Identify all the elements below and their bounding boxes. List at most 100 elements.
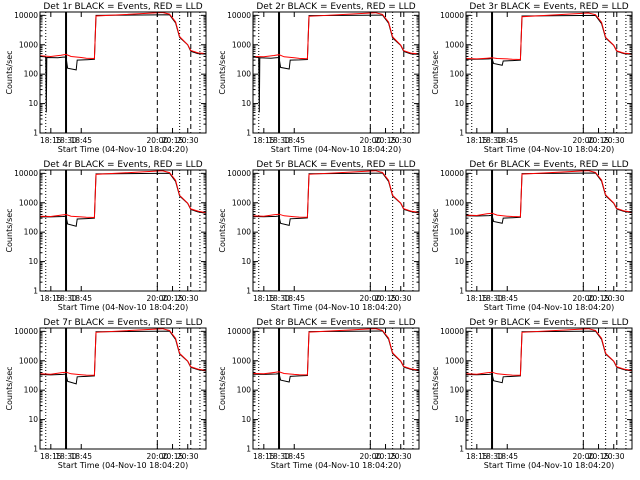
y-tick-label: 1000 [445, 356, 464, 365]
y-tick-label: 1 [459, 129, 464, 138]
y-tick-label: 100 [24, 70, 39, 79]
y-tick-label: 10000 [14, 169, 38, 178]
x-tick-label: 20:15 [588, 452, 610, 461]
plot-frame [39, 11, 207, 134]
x-tick-label: 20:30 [603, 452, 625, 461]
y-tick-label: 1 [246, 287, 251, 296]
x-tick-label: 18:45 [496, 452, 518, 461]
y-axis-label: Counts/sec [431, 366, 440, 410]
lld-series-line [253, 12, 419, 60]
panel-4: Det 4r BLACK = Events, RED = LLD 1 10 100 10… [5, 160, 207, 312]
panel-3: Det 3r BLACK = Events, RED = LLD 1 10 100 10… [431, 2, 633, 154]
panel-2: Det 2r BLACK = Events, RED = LLD 1 10 100 10… [218, 2, 420, 154]
x-tick-label: 18:45 [283, 136, 305, 145]
x-tick-label: 18:30 [55, 452, 77, 461]
panel-title: Det 5r BLACK = Events, RED = LLD [256, 160, 415, 170]
panel-8: Det 8r BLACK = Events, RED = LLD 1 10 100 10… [218, 318, 420, 470]
x-axis-label: Start Time (04-Nov-10 18:04:20) [58, 303, 188, 312]
y-tick-label: 10 [454, 415, 464, 424]
panel-title: Det 6r BLACK = Events, RED = LLD [469, 160, 628, 170]
x-axis-label: Start Time (04-Nov-10 18:04:20) [484, 461, 614, 470]
x-tick-label: 18:45 [496, 136, 518, 145]
x-tick-label: 18:30 [268, 294, 290, 303]
y-tick-label: 100 [24, 386, 39, 395]
x-tick-label: 20:00 [573, 136, 595, 145]
y-axis-label: Counts/sec [5, 50, 14, 94]
y-tick-label: 10 [28, 415, 38, 424]
y-tick-label: 10000 [227, 169, 251, 178]
panel-7: Det 7r BLACK = Events, RED = LLD 1 10 100 10… [5, 318, 207, 470]
x-tick-label: 20:30 [177, 452, 199, 461]
plot-frame [252, 327, 420, 450]
y-axis-label: Counts/sec [218, 208, 227, 252]
x-tick-label: 18:30 [55, 294, 77, 303]
x-tick-label: 20:30 [603, 136, 625, 145]
x-axis-label: Start Time (04-Nov-10 18:04:20) [484, 303, 614, 312]
x-tick-label: 20:15 [588, 136, 610, 145]
lld-series-line [466, 12, 632, 61]
x-tick-label: 18:45 [70, 452, 92, 461]
x-axis-label: Start Time (04-Nov-10 18:04:20) [484, 145, 614, 154]
y-tick-label: 100 [450, 228, 465, 237]
x-tick-label: 18:15 [40, 136, 62, 145]
panel-9: Det 9r BLACK = Events, RED = LLD 1 10 100 10… [431, 318, 633, 470]
panel-1: Det 1r BLACK = Events, RED = LLD 1 10 100 10… [5, 2, 207, 154]
panel-title: Det 9r BLACK = Events, RED = LLD [469, 318, 628, 328]
x-tick-label: 18:15 [40, 452, 62, 461]
plot-frame [39, 327, 207, 450]
x-tick-label: 20:00 [360, 294, 382, 303]
y-tick-label: 100 [450, 70, 465, 79]
x-axis-label: Start Time (04-Nov-10 18:04:20) [271, 303, 401, 312]
x-tick-label: 18:30 [268, 452, 290, 461]
panel-title: Det 4r BLACK = Events, RED = LLD [43, 160, 202, 170]
x-tick-label: 20:15 [162, 136, 184, 145]
y-tick-label: 1000 [445, 198, 464, 207]
lld-series-line [253, 170, 419, 218]
y-tick-label: 100 [237, 386, 252, 395]
y-tick-label: 1 [459, 445, 464, 454]
x-tick-label: 20:00 [360, 136, 382, 145]
x-tick-label: 18:15 [466, 452, 488, 461]
y-tick-label: 10000 [227, 11, 251, 20]
y-tick-label: 1000 [232, 198, 251, 207]
x-tick-label: 20:30 [390, 294, 412, 303]
x-axis-label: Start Time (04-Nov-10 18:04:20) [271, 145, 401, 154]
y-tick-label: 10000 [14, 327, 38, 336]
panel-title: Det 1r BLACK = Events, RED = LLD [43, 2, 202, 12]
events-series-line [40, 330, 206, 385]
x-tick-label: 18:30 [481, 452, 503, 461]
y-tick-label: 1 [246, 445, 251, 454]
x-axis-label: Start Time (04-Nov-10 18:04:20) [271, 461, 401, 470]
y-axis-label: Counts/sec [5, 208, 14, 252]
x-tick-label: 18:15 [253, 452, 275, 461]
y-tick-label: 1000 [232, 356, 251, 365]
x-tick-label: 18:45 [283, 452, 305, 461]
x-tick-label: 18:30 [268, 136, 290, 145]
y-axis-label: Counts/sec [5, 366, 14, 410]
x-tick-label: 20:00 [360, 452, 382, 461]
x-tick-label: 18:30 [481, 294, 503, 303]
events-series-line [40, 14, 206, 113]
x-tick-label: 18:45 [70, 294, 92, 303]
panel-title: Det 8r BLACK = Events, RED = LLD [256, 318, 415, 328]
y-tick-label: 1 [459, 287, 464, 296]
x-tick-label: 20:30 [390, 452, 412, 461]
y-tick-label: 10 [28, 257, 38, 266]
events-series-line [466, 330, 632, 384]
panel-title: Det 3r BLACK = Events, RED = LLD [469, 2, 628, 12]
y-tick-label: 10 [28, 99, 38, 108]
y-tick-label: 1 [33, 287, 38, 296]
lld-series-line [253, 328, 419, 376]
x-tick-label: 18:15 [253, 136, 275, 145]
y-tick-label: 1000 [232, 40, 251, 49]
x-axis-label: Start Time (04-Nov-10 18:04:20) [58, 461, 188, 470]
x-tick-label: 20:15 [162, 452, 184, 461]
lld-series-line [40, 328, 206, 376]
x-tick-label: 20:30 [177, 136, 199, 145]
x-tick-label: 20:15 [162, 294, 184, 303]
y-tick-label: 1000 [19, 40, 38, 49]
panel-title: Det 7r BLACK = Events, RED = LLD [43, 318, 202, 328]
y-tick-label: 10000 [227, 327, 251, 336]
events-series-line [466, 172, 632, 224]
x-tick-label: 20:00 [147, 294, 169, 303]
